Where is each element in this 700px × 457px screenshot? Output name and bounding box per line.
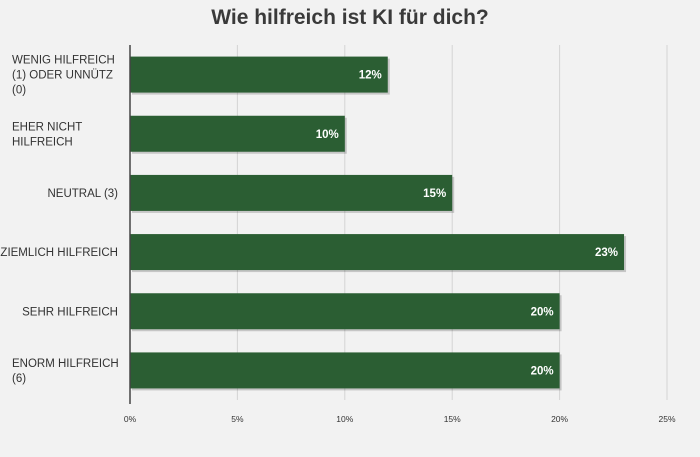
data-label: 10% <box>316 129 339 141</box>
x-tick-label: 25% <box>658 414 675 424</box>
bar <box>130 234 625 271</box>
chart-title: Wie hilfreich ist KI für dich? <box>211 6 489 29</box>
bar <box>130 115 345 152</box>
bar <box>130 56 388 93</box>
x-tick-label: 15% <box>444 414 461 424</box>
bar <box>130 293 560 330</box>
category-label: ENORM HILFREICH (6) <box>12 358 119 385</box>
category-label: NEUTRAL (3) <box>48 188 119 200</box>
category-label: SEHR HILFREICH <box>22 306 118 318</box>
data-label: 12% <box>359 70 382 82</box>
bar <box>130 174 453 211</box>
x-tick-label: 20% <box>551 414 568 424</box>
data-label: 20% <box>531 306 554 318</box>
bar <box>130 352 560 389</box>
category-label: WENIG HILFREICH (1) ODER UNNÜTZ (0) <box>12 55 115 97</box>
data-label: 23% <box>595 247 618 259</box>
x-tick-label: 0% <box>124 414 137 424</box>
data-label: 15% <box>423 188 446 200</box>
x-tick-label: 10% <box>336 414 353 424</box>
category-label: EHER NICHT HILFREICH <box>12 121 82 148</box>
x-tick-label: 5% <box>231 414 244 424</box>
data-label: 20% <box>531 365 554 377</box>
category-label: ZIEMLICH HILFREICH <box>0 247 118 259</box>
